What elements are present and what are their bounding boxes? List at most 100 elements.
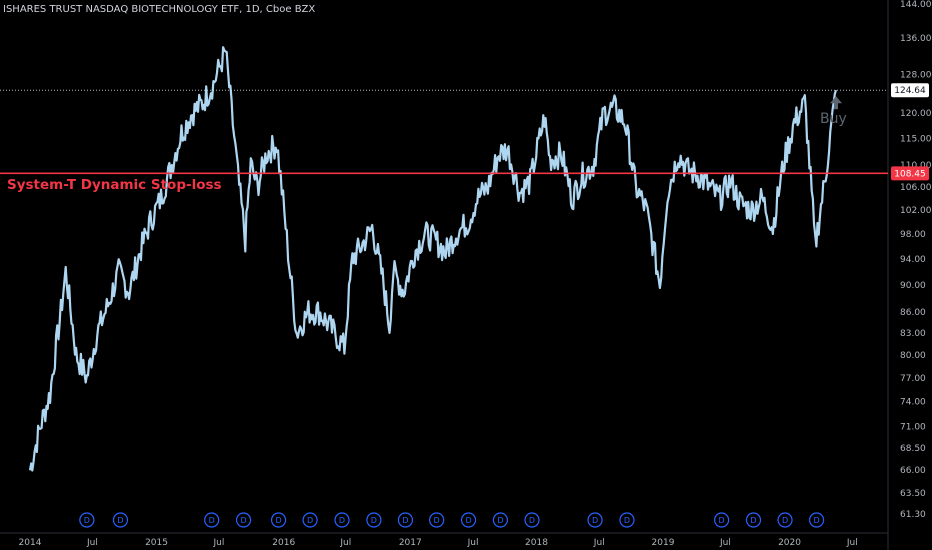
y-tick-label: 90.00 <box>900 281 926 291</box>
dividend-icon <box>112 512 129 528</box>
x-tick-label: Jul <box>86 538 98 548</box>
dividend-marker: D <box>429 512 445 528</box>
x-tick-label: 2017 <box>399 538 422 548</box>
dividend-marker: D <box>270 512 287 528</box>
stop-loss-tag: 108.45 <box>891 166 929 181</box>
dividend-label: D <box>275 516 281 525</box>
dividend-icon <box>460 512 477 528</box>
dividend-label: D <box>117 516 123 525</box>
dividend-icon <box>619 512 635 528</box>
y-tick-label: 83.00 <box>900 329 926 339</box>
stop-loss-tag-bg <box>891 166 929 181</box>
dividend-marker: D <box>334 512 350 528</box>
dividend-label: D <box>624 516 630 525</box>
dividend-label: D <box>465 516 471 525</box>
y-tick-label: 94.00 <box>900 255 926 265</box>
dividend-icon <box>777 512 793 528</box>
dividend-icon <box>79 512 95 528</box>
chart-title: ISHARES TRUST NASDAQ BIOTECHNOLOGY ETF, … <box>3 4 316 15</box>
y-tick-label: 110.00 <box>900 161 932 171</box>
x-tick-label: Jul <box>593 538 605 548</box>
y-tick-label: 71.00 <box>900 422 926 432</box>
stop-loss-label: System-T Dynamic Stop-loss <box>7 177 222 193</box>
x-tick-label: 2019 <box>652 538 675 548</box>
dividend-label: D <box>814 516 820 525</box>
dividend-label: D <box>371 516 377 525</box>
last-price-tag-bg <box>891 83 929 98</box>
dividend-marker: D <box>745 512 762 528</box>
x-tick-label: Jul <box>339 538 351 548</box>
dividend-icon <box>334 512 350 528</box>
dividend-label: D <box>402 516 408 525</box>
dividend-marker: D <box>492 512 509 528</box>
dividend-marker: D <box>587 512 603 528</box>
x-tick-label: 2016 <box>272 538 295 548</box>
x-tick-label: 2015 <box>145 538 168 548</box>
dividend-marker: D <box>808 512 825 528</box>
dividend-icon <box>235 512 252 528</box>
y-tick-label: 80.00 <box>900 351 926 361</box>
dividend-icon <box>492 512 509 528</box>
y-tick-label: 128.00 <box>900 70 932 80</box>
dividend-marker: D <box>619 512 635 528</box>
dividend-icon <box>808 512 825 528</box>
x-tick-label: 2018 <box>525 538 548 548</box>
dividend-marker: D <box>524 512 540 528</box>
dividend-marker: D <box>777 512 793 528</box>
dividend-marker: D <box>713 512 730 528</box>
dividend-icon <box>302 512 318 528</box>
x-tick-label: Jul <box>213 538 225 548</box>
x-tick-label: 2014 <box>19 538 42 548</box>
y-tick-label: 66.00 <box>900 466 926 476</box>
dividend-icon <box>429 512 445 528</box>
y-tick-label: 68.50 <box>900 444 926 454</box>
x-tick-label: Jul <box>467 538 479 548</box>
dividend-marker: D <box>112 512 129 528</box>
dividend-label: D <box>529 516 535 525</box>
y-tick-label: 74.00 <box>900 398 926 408</box>
dividend-label: D <box>782 516 788 525</box>
y-tick-label: 120.00 <box>900 109 932 119</box>
dividend-label: D <box>307 516 313 525</box>
dividend-marker: D <box>235 512 252 528</box>
dividend-label: D <box>240 516 246 525</box>
buy-arrow-icon <box>830 96 842 110</box>
y-tick-label: 115.00 <box>900 134 932 144</box>
dividend-label: D <box>339 516 345 525</box>
dividend-marker: D <box>460 512 477 528</box>
x-tick-label: 2020 <box>778 538 801 548</box>
dividend-marker: D <box>397 512 414 528</box>
dividend-label: D <box>209 516 215 525</box>
y-tick-label: 106.00 <box>900 183 932 193</box>
dividend-icon <box>713 512 730 528</box>
dividend-marker: D <box>366 512 382 528</box>
dividend-icon <box>745 512 762 528</box>
dividend-label: D <box>497 516 503 525</box>
dividend-marker: D <box>302 512 318 528</box>
dividend-icon <box>397 512 414 528</box>
dividend-label: D <box>84 516 90 525</box>
last-price-tag-text: 124.64 <box>894 86 926 96</box>
dividend-icon <box>587 512 603 528</box>
dividend-label: D <box>750 516 756 525</box>
dividend-icon <box>270 512 287 528</box>
dividend-label: D <box>719 516 725 525</box>
dividend-icon <box>204 512 220 528</box>
y-tick-label: 136.00 <box>900 34 932 44</box>
dividend-icon <box>524 512 540 528</box>
x-tick-label: Jul <box>846 538 858 548</box>
y-tick-label: 98.00 <box>900 230 926 240</box>
dividend-label: D <box>592 516 598 525</box>
y-tick-label: 77.00 <box>900 374 926 384</box>
y-tick-label: 63.50 <box>900 489 926 499</box>
x-tick-label: Jul <box>719 538 731 548</box>
dividend-icon <box>366 512 382 528</box>
last-price-tag: 124.64 <box>891 83 929 98</box>
y-tick-label: 86.00 <box>900 308 926 318</box>
y-tick-label: 61.30 <box>900 510 926 520</box>
dividend-marker: D <box>204 512 220 528</box>
y-tick-label: 144.00 <box>900 0 932 10</box>
buy-label: Buy <box>820 111 847 127</box>
price-series-line <box>28 46 838 472</box>
